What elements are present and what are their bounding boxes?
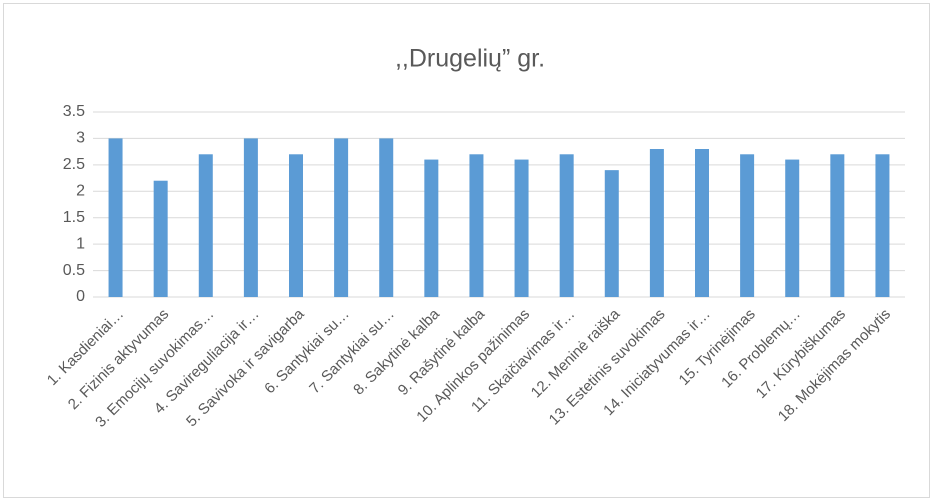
y-tick-label: 3 [76,130,85,147]
bar [334,138,349,297]
bar [604,170,619,297]
bar [108,138,123,297]
y-tick-label: 1.5 [63,209,85,226]
y-tick-label: 3.5 [63,103,85,120]
bar [153,180,168,297]
bar [514,159,529,297]
bar [785,159,800,297]
y-tick-label: 2.5 [63,156,85,173]
bar [198,154,213,297]
bar [243,138,258,297]
bar [740,154,755,297]
chart-title: ,,Drugelių” gr. [395,45,545,73]
y-tick-label: 0 [76,288,85,305]
bar [830,154,845,297]
bar [559,154,574,297]
y-tick-label: 0.5 [63,262,85,279]
bar [379,138,394,297]
y-tick-label: 2 [76,183,85,200]
bar [469,154,484,297]
bar [695,149,709,297]
y-tick-label: 1 [76,235,85,252]
bar [875,154,890,297]
bar [289,154,303,297]
bar [649,149,664,297]
bar [424,159,439,297]
